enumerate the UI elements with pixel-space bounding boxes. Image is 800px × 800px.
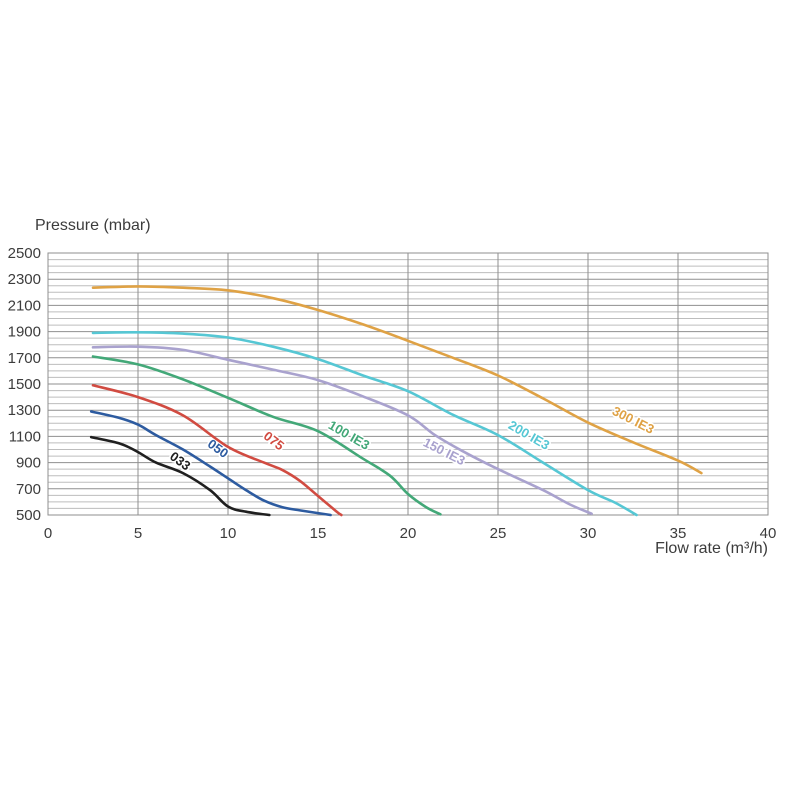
curve-075 — [91, 384, 343, 517]
x-tick-label: 15 — [310, 525, 327, 542]
x-tick-label: 40 — [760, 525, 777, 542]
x-tick-label: 20 — [400, 525, 417, 542]
curve-label-200-ie3: 200 IE3 — [506, 417, 552, 452]
y-tick-label: 2300 — [8, 271, 41, 288]
y-tick-label: 500 — [16, 507, 41, 524]
x-tick-label: 5 — [134, 525, 142, 542]
curve-100-ie3 — [91, 355, 442, 516]
y-tick-label: 2100 — [8, 297, 41, 314]
y-tick-label: 2500 — [8, 245, 41, 262]
y-tick-label: 1900 — [8, 324, 41, 341]
y-tick-label: 1100 — [9, 428, 41, 445]
curve-300-ie3 — [91, 285, 703, 475]
x-tick-label: 10 — [220, 525, 237, 542]
y-tick-label: 1300 — [8, 402, 41, 419]
curve-150-ie3 — [91, 345, 593, 515]
curve-033 — [89, 435, 271, 517]
curve-label-100-ie3: 100 IE3 — [326, 417, 372, 452]
x-tick-label: 35 — [670, 525, 687, 542]
curve-200-ie3 — [91, 330, 638, 517]
y-axis-title: Pressure (mbar) — [35, 217, 151, 234]
y-tick-label: 1700 — [8, 350, 41, 367]
y-tick-label: 900 — [16, 455, 41, 472]
y-tick-label: 700 — [16, 481, 41, 498]
plot-border — [47, 252, 769, 516]
x-tick-label: 25 — [490, 525, 507, 542]
x-axis-title: Flow rate (m³/h) — [655, 540, 768, 557]
curve-label-300-ie3: 300 IE3 — [610, 403, 657, 437]
curve-050 — [89, 410, 332, 517]
x-tick-label: 0 — [44, 525, 52, 542]
y-tick-label: 1500 — [8, 376, 41, 393]
x-tick-label: 30 — [580, 525, 597, 542]
